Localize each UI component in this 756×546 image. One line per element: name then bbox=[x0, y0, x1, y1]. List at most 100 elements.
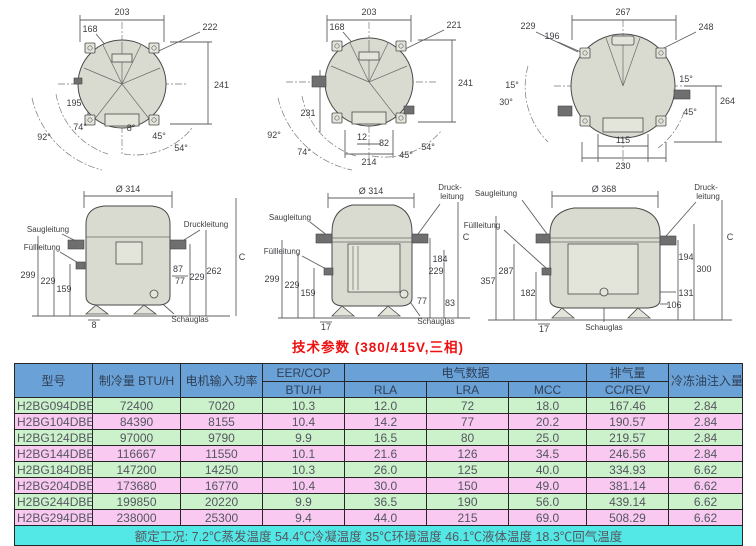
mounting-lugs bbox=[84, 42, 160, 126]
foot-right bbox=[627, 307, 652, 319]
cell-power: 20220 bbox=[180, 493, 263, 510]
table-header: 型号 制冷量 BTU/H 电机输入功率 EER/COP 电气数据 排气量 冷冻油… bbox=[14, 363, 743, 398]
cell-lra: 72 bbox=[426, 397, 509, 414]
cell-eer: 9.4 bbox=[262, 509, 345, 526]
label-schauglas: Schauglas bbox=[585, 323, 622, 332]
ang-15-right: 15° bbox=[679, 74, 693, 84]
col-ccrev: CC/REV bbox=[586, 381, 669, 398]
cell-eer: 9.9 bbox=[262, 493, 345, 510]
dim-264: 264 bbox=[720, 96, 735, 106]
header-row-1: 型号 制冷量 BTU/H 电机输入功率 EER/COP 电气数据 排气量 冷冻油… bbox=[14, 363, 743, 398]
dim-299: 299 bbox=[20, 270, 35, 280]
table-row: H2BG124DBE 97000 9790 9.9 16.5 80 25.0 2… bbox=[14, 429, 743, 446]
label-druckleitung-2: leitung bbox=[440, 192, 464, 201]
cell-model: H2BG124DBE bbox=[14, 429, 93, 446]
discharge-connector bbox=[673, 89, 691, 100]
cell-rla: 12.0 bbox=[344, 397, 427, 414]
cell-rla: 36.5 bbox=[344, 493, 427, 510]
compressor-side-body bbox=[535, 207, 677, 319]
dim-168: 168 bbox=[82, 24, 97, 34]
cell-capacity: 84390 bbox=[92, 413, 181, 430]
label-druckleitung-1: Druck- bbox=[694, 183, 718, 192]
table-row: H2BG184DBE 147200 14250 10.3 26.0 125 40… bbox=[14, 461, 743, 478]
cell-rla: 44.0 bbox=[344, 509, 427, 526]
cell-model: H2BG144DBE bbox=[14, 445, 93, 462]
dim-195: 195 bbox=[66, 98, 81, 108]
ang-45: 45° bbox=[683, 107, 697, 117]
dimension-labels: 267 229 196 248 15° 30° 15° 264 45° 115 … bbox=[499, 7, 735, 171]
dim-182: 182 bbox=[520, 288, 535, 298]
label-fuellleitung: Füllleitung bbox=[264, 247, 300, 256]
dim-214: 214 bbox=[361, 157, 376, 167]
cell-mcc: 25.0 bbox=[508, 429, 587, 446]
ang-15-left: 15° bbox=[505, 80, 519, 90]
diagram-top-view-large: 267 229 196 248 15° 30° 15° 264 45° 115 … bbox=[499, 7, 735, 171]
col-eer-cop: EER/COP bbox=[262, 363, 345, 382]
cell-power: 8155 bbox=[180, 413, 263, 430]
dim-82: 82 bbox=[379, 138, 389, 148]
table-footer: 额定工况: 7.2℃蒸发温度 54.4℃冷凝温度 35℃环境温度 46.1℃液体… bbox=[14, 525, 743, 546]
dim-221: 221 bbox=[446, 20, 461, 30]
ang-92: 92° bbox=[267, 130, 281, 140]
sight-glass bbox=[149, 289, 159, 299]
base-plate bbox=[351, 111, 387, 125]
dim-267: 267 bbox=[615, 7, 630, 17]
ang-8: 8° bbox=[127, 123, 136, 133]
sight-glass bbox=[599, 287, 609, 297]
terminal-box bbox=[358, 51, 380, 61]
cell-rla: 26.0 bbox=[344, 461, 427, 478]
cell-mcc: 49.0 bbox=[508, 477, 587, 494]
dim-115: 115 bbox=[616, 135, 630, 145]
dim-230: 230 bbox=[615, 161, 630, 171]
table-row: H2BG094DBE 72400 7020 10.3 12.0 72 18.0 … bbox=[14, 397, 743, 414]
discharge-pipe bbox=[411, 233, 429, 244]
compressor-top-body bbox=[557, 33, 691, 139]
dim-300: 300 bbox=[696, 264, 711, 274]
foot-left bbox=[551, 307, 576, 319]
label-druckleitung: Druckleitung bbox=[184, 220, 228, 229]
cell-eer: 10.1 bbox=[262, 445, 345, 462]
ang-54: 54° bbox=[421, 142, 435, 152]
col-eer-unit: BTU/H bbox=[262, 381, 345, 398]
cell-mcc: 69.0 bbox=[508, 509, 587, 526]
dim-C: C bbox=[727, 232, 734, 242]
dim-287: 287 bbox=[498, 266, 513, 276]
diagram-side-view-3: Ø 368 Saugleitung Druck- leitung Fülllei… bbox=[464, 183, 734, 334]
dim-106: 106 bbox=[666, 300, 681, 310]
cell-model: H2BG294DBE bbox=[14, 509, 93, 526]
label-druckleitung-1: Druck- bbox=[438, 183, 462, 192]
dim-8: 8 bbox=[91, 320, 96, 330]
dimension-labels: 203 168 222 241 195 74° 92° 8° 45° 54° bbox=[37, 7, 229, 153]
sight-glass bbox=[399, 289, 409, 299]
labels: Ø 314 Druck- leitung Saugleitung Fülllei… bbox=[264, 183, 470, 332]
cell-lra: 80 bbox=[426, 429, 509, 446]
dim-17: 17 bbox=[539, 324, 549, 334]
cell-model: H2BG094DBE bbox=[14, 397, 93, 414]
col-lra: LRA bbox=[426, 381, 509, 398]
suction-pipe bbox=[67, 239, 85, 250]
cell-oil: 6.62 bbox=[668, 477, 743, 494]
diagram-top-view-small: 203 168 222 241 195 74° 92° 8° 45° 54° bbox=[31, 7, 229, 171]
cell-oil: 6.62 bbox=[668, 509, 743, 526]
cell-ccrev: 219.57 bbox=[586, 429, 669, 446]
dimension-lines bbox=[32, 191, 237, 321]
col-model: 型号 bbox=[14, 363, 93, 398]
label-druckleitung-2: leitung bbox=[696, 192, 720, 201]
ang-92: 92° bbox=[37, 132, 51, 142]
cell-model: H2BG244DBE bbox=[14, 493, 93, 510]
cell-capacity: 116667 bbox=[92, 445, 181, 462]
dim-229: 229 bbox=[520, 21, 535, 31]
motor-housing bbox=[567, 243, 639, 295]
base-plate bbox=[104, 113, 140, 127]
cell-rla: 14.2 bbox=[344, 413, 427, 430]
cell-power: 11550 bbox=[180, 445, 263, 462]
cell-power: 9790 bbox=[180, 429, 263, 446]
col-displacement: 排气量 bbox=[586, 363, 669, 382]
dimension-lines bbox=[535, 15, 722, 162]
compressor-side-body bbox=[315, 204, 429, 317]
terminal-box bbox=[111, 53, 133, 63]
label-saugleitung: Saugleitung bbox=[27, 225, 69, 234]
dim-diameter: Ø 368 bbox=[592, 184, 617, 194]
ang-74: 74° bbox=[297, 147, 311, 157]
col-capacity: 制冷量 BTU/H bbox=[92, 363, 181, 398]
